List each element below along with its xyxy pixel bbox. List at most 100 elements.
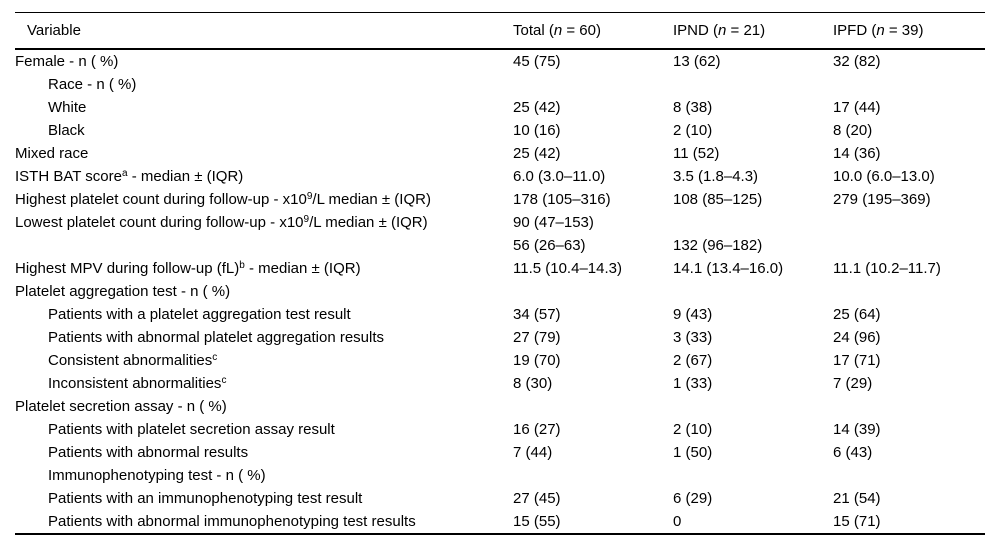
cell-total: 16 (27): [513, 421, 561, 438]
column-header-ipfd: IPFD (n = 39): [833, 12, 985, 50]
table-row: Patients with an immunophenotyping test …: [15, 487, 985, 510]
text-part: Lowest platelet count during follow-up -…: [15, 214, 304, 231]
cell-ipnd: 14.1 (13.4–16.0): [673, 260, 784, 277]
table-row: ISTH BAT scorea - median ± (IQR) 6.0 (3.0…: [15, 165, 985, 188]
cell-total: 10 (16): [513, 122, 561, 139]
table-row: Highest MPV during follow-up (fL)b - med…: [15, 257, 985, 280]
cell-total: 27 (45): [513, 490, 561, 507]
table-row: Platelet secretion assay - n ( %): [15, 395, 985, 418]
cell-ipfd: 7 (29): [833, 375, 873, 392]
text-part: Patients with a platelet aggregation tes…: [48, 306, 351, 323]
cell-total: 178 (105–316): [513, 191, 611, 208]
cell-ipnd: 3.5 (1.8–4.3): [673, 168, 759, 185]
row-label: Patients with abnormal platelet aggregat…: [15, 326, 513, 349]
cell-ipnd: 8 (38): [673, 99, 713, 116]
cell-ipnd: 2 (10): [673, 421, 713, 438]
table-row: Consistent abnormalitiesc 19 (70) 2 (67) 17…: [15, 349, 985, 372]
cell-total: 25 (42): [513, 99, 561, 116]
cell-ipnd: [673, 395, 833, 418]
text-part: - median ± (IQR): [244, 260, 361, 277]
cell-ipfd: 14 (36): [833, 145, 881, 162]
cell-total: 25 (42): [513, 145, 561, 162]
cell-ipfd: [833, 395, 985, 418]
cell-ipfd: [833, 73, 985, 96]
cell-ipfd: 11.1 (10.2–11.7): [833, 260, 941, 277]
row-label: ISTH BAT scorea - median ± (IQR): [15, 165, 513, 188]
cell-total: 8 (30): [513, 375, 553, 392]
table-row: Patients with a platelet aggregation tes…: [15, 303, 985, 326]
table-header: Variable Total (n = 60) IPND (n = 21) IPFD …: [15, 12, 985, 50]
cell-ipfd: 17 (44): [833, 99, 881, 116]
text-part: Black: [48, 122, 85, 139]
text-part: Race - n ( %): [48, 76, 137, 93]
cell-ipnd: 0: [673, 510, 833, 535]
superscript-marker: 9: [303, 214, 310, 225]
cell-ipfd: 24 (96): [833, 329, 881, 346]
cell-total: 90 (47–153): [513, 214, 594, 231]
patient-characteristics-table: Variable Total (n = 60) IPND (n = 21) IPFD …: [15, 12, 985, 535]
text-part: n: [718, 22, 727, 39]
text-part: = 39): [884, 22, 924, 39]
cell-ipnd: 108 (85–125): [673, 191, 763, 208]
row-label: Patients with a platelet aggregation tes…: [15, 303, 513, 326]
text-part: n: [553, 22, 563, 39]
text-part: Patients with platelet secretion assay r…: [48, 421, 335, 438]
cell-ipfd: [833, 211, 985, 234]
cell-ipfd: [833, 234, 985, 257]
table-row: Patients with platelet secretion assay r…: [15, 418, 985, 441]
table-row: Highest platelet count during follow-up …: [15, 188, 985, 211]
cell-ipfd: 8 (20): [833, 122, 873, 139]
row-label: Inconsistent abnormalitiesc: [15, 372, 513, 395]
text-part: n: [876, 22, 885, 39]
superscript-marker: c: [212, 352, 218, 363]
cell-ipfd: 10.0 (6.0–13.0): [833, 168, 935, 185]
cell-total: 45 (75): [513, 53, 561, 70]
row-label: Mixed race: [15, 142, 513, 165]
row-label: Patients with an immunophenotyping test …: [15, 487, 513, 510]
superscript-marker: c: [221, 375, 227, 386]
text-part: Variable: [27, 22, 81, 39]
cell-ipnd: 6 (29): [673, 490, 713, 507]
text-part: Platelet secretion assay - n ( %): [15, 398, 227, 415]
cell-total: 11.5 (10.4–14.3): [513, 260, 622, 277]
table-row: Female - n ( %) 45 (75) 13 (62) 32 (82): [15, 49, 985, 73]
table-body: Female - n ( %) 45 (75) 13 (62) 32 (82) Race…: [15, 49, 985, 535]
row-label: White: [15, 96, 513, 119]
table-row: Lowest platelet count during follow-up -…: [15, 211, 985, 234]
cell-total: [513, 464, 673, 487]
column-header-total: Total (n = 60): [513, 12, 673, 50]
row-label: Patients with platelet secretion assay r…: [15, 418, 513, 441]
cell-ipfd: 32 (82): [833, 53, 881, 70]
cell-ipfd: 15 (71): [833, 510, 985, 535]
text-part: Patients with abnormal immunophenotyping…: [48, 513, 416, 530]
cell-ipnd: 13 (62): [673, 53, 721, 70]
row-label: Consistent abnormalitiesc: [15, 349, 513, 372]
text-part: = 60): [562, 22, 601, 39]
cell-total: [513, 73, 673, 96]
text-part: Consistent abnormalities: [48, 352, 213, 369]
row-label: Highest platelet count during follow-up …: [15, 188, 513, 211]
text-part: /L median ± (IQR): [309, 214, 428, 231]
text-part: Female - n ( %): [15, 53, 119, 70]
row-label: Patients with abnormal immunophenotyping…: [15, 510, 513, 535]
cell-ipfd: [833, 464, 985, 487]
cell-ipnd: 2 (10): [673, 122, 713, 139]
table-row: Mixed race 25 (42) 11 (52) 14 (36): [15, 142, 985, 165]
cell-ipfd: 17 (71): [833, 352, 881, 369]
cell-ipnd: 1 (50): [673, 444, 713, 461]
table-row: White 25 (42) 8 (38) 17 (44): [15, 96, 985, 119]
text-part: IPND (: [673, 22, 718, 39]
row-label: Female - n ( %): [15, 49, 513, 73]
table-row: 56 (26–63) 132 (96–182): [15, 234, 985, 257]
row-label: Lowest platelet count during follow-up -…: [15, 211, 513, 234]
cell-ipfd: 14 (39): [833, 421, 881, 438]
cell-ipnd: 132 (96–182): [673, 237, 763, 254]
text-part: Patients with abnormal results: [48, 444, 249, 461]
superscript-marker: a: [121, 168, 128, 179]
cell-ipfd: 279 (195–369): [833, 191, 931, 208]
text-part: /L median ± (IQR): [312, 191, 431, 208]
table-row: Patients with abnormal results 7 (44) 1 (5…: [15, 441, 985, 464]
cell-ipnd: 11 (52): [673, 145, 720, 162]
cell-total: 7 (44): [513, 444, 553, 461]
